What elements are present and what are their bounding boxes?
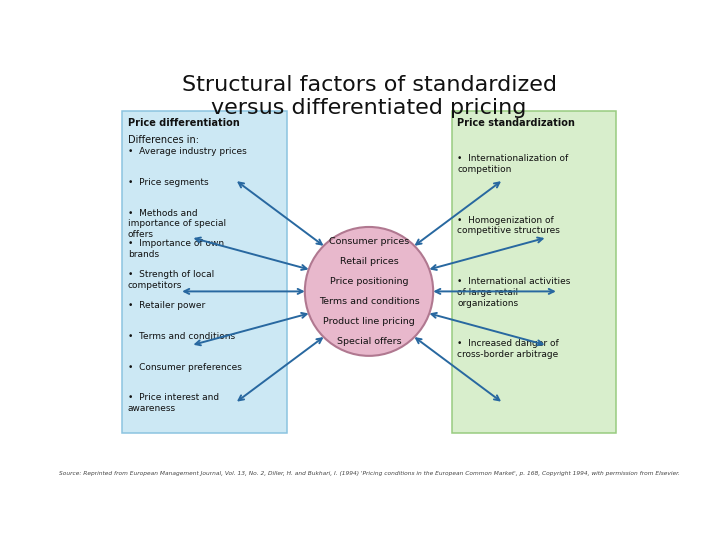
Text: •  Average industry prices: • Average industry prices: [128, 147, 247, 156]
FancyBboxPatch shape: [451, 111, 616, 433]
Ellipse shape: [305, 227, 433, 356]
Text: Retail prices: Retail prices: [340, 257, 398, 266]
Text: •  Homogenization of
competitive structures: • Homogenization of competitive structur…: [457, 216, 560, 235]
Text: Consumer prices: Consumer prices: [329, 237, 409, 246]
Text: Price standardization: Price standardization: [457, 118, 575, 128]
Text: •  International activities
of large retail
organizations: • International activities of large reta…: [457, 277, 570, 308]
Text: Source: Reprinted from European Management Journal, Vol. 13, No. 2, Diller, H. a: Source: Reprinted from European Manageme…: [58, 471, 680, 476]
Text: Differences in:: Differences in:: [128, 134, 199, 145]
Text: Product line pricing: Product line pricing: [323, 317, 415, 326]
Text: •  Retailer power: • Retailer power: [128, 301, 205, 310]
Text: Structural factors of standardized
versus differentiated pricing: Structural factors of standardized versu…: [181, 75, 557, 118]
Text: •  Price segments: • Price segments: [128, 178, 209, 187]
Text: Special offers: Special offers: [337, 337, 401, 346]
Text: •  Consumer preferences: • Consumer preferences: [128, 362, 242, 372]
Text: Price positioning: Price positioning: [330, 277, 408, 286]
Text: •  Methods and
importance of special
offers: • Methods and importance of special offe…: [128, 208, 226, 239]
FancyBboxPatch shape: [122, 111, 287, 433]
Text: Terms and conditions: Terms and conditions: [319, 297, 419, 306]
Text: •  Increased danger of
cross-border arbitrage: • Increased danger of cross-border arbit…: [457, 339, 559, 359]
Text: •  Price interest and
awareness: • Price interest and awareness: [128, 393, 219, 413]
Text: •  Internationalization of
competition: • Internationalization of competition: [457, 154, 568, 174]
Text: Price differentiation: Price differentiation: [128, 118, 240, 128]
Text: •  Terms and conditions: • Terms and conditions: [128, 332, 235, 341]
Text: •  Importance of own
brands: • Importance of own brands: [128, 239, 224, 259]
Text: •  Strength of local
competitors: • Strength of local competitors: [128, 270, 214, 290]
